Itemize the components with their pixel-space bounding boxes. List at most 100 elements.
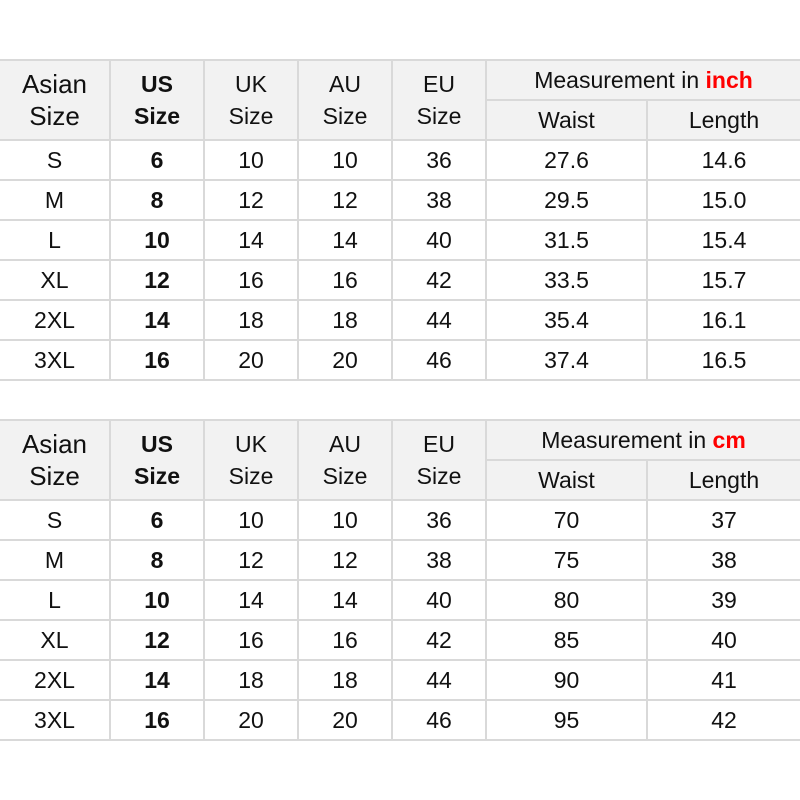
cell-length: 15.0 — [646, 179, 800, 221]
measurement-label: Measurement in — [534, 67, 700, 93]
cell-waist: 27.6 — [485, 139, 648, 181]
cell-length: 15.4 — [646, 219, 800, 261]
cell-uk-size: 16 — [203, 619, 299, 661]
cell-us-size: 14 — [109, 299, 205, 341]
header-line: EU — [423, 71, 455, 97]
header-us-size: US Size — [109, 59, 205, 141]
table-row: 3XL 16 20 20 46 37.4 16.5 — [0, 339, 800, 381]
table-row: S 6 10 10 36 70 37 — [0, 499, 800, 541]
header-line: Size — [322, 103, 368, 129]
header-row: Asian Size US Size UK Size AU Size EU Size Measure… — [0, 59, 800, 141]
header-line: Size — [322, 463, 368, 489]
header-eu-size: EU Size — [391, 59, 487, 141]
cell-us-size: 10 — [109, 219, 205, 261]
cell-uk-size: 18 — [203, 299, 299, 341]
cell-us-size: 6 — [109, 499, 205, 541]
cell-waist: 85 — [485, 619, 648, 661]
cell-au-size: 16 — [297, 619, 393, 661]
cell-us-size: 8 — [109, 539, 205, 581]
cell-waist: 90 — [485, 659, 648, 701]
header-au-size: AU Size — [297, 59, 393, 141]
measurement-label: Measurement in — [541, 427, 707, 453]
cell-uk-size: 10 — [203, 499, 299, 541]
cell-asian-size: 2XL — [0, 299, 111, 341]
cell-length: 37 — [646, 499, 800, 541]
cell-length: 15.7 — [646, 259, 800, 301]
cell-us-size: 6 — [109, 139, 205, 181]
cell-asian-size: M — [0, 179, 111, 221]
cell-uk-size: 12 — [203, 179, 299, 221]
cell-au-size: 20 — [297, 339, 393, 381]
header-line: Size — [29, 461, 80, 491]
header-line: US — [141, 431, 173, 457]
cell-length: 39 — [646, 579, 800, 621]
cell-us-size: 8 — [109, 179, 205, 221]
cell-eu-size: 42 — [391, 259, 487, 301]
cell-waist: 75 — [485, 539, 648, 581]
header-waist: Waist — [486, 99, 648, 141]
cell-waist: 29.5 — [485, 179, 648, 221]
header-line: Size — [228, 463, 274, 489]
header-line: Asian — [21, 69, 88, 99]
table-row: XL 12 16 16 42 85 40 — [0, 619, 800, 661]
cell-eu-size: 42 — [391, 619, 487, 661]
cell-uk-size: 14 — [203, 219, 299, 261]
cell-asian-size: M — [0, 539, 111, 581]
table-row: 2XL 14 18 18 44 35.4 16.1 — [0, 299, 800, 341]
cell-au-size: 12 — [297, 179, 393, 221]
cell-waist: 70 — [485, 499, 648, 541]
cell-asian-size: L — [0, 219, 111, 261]
cell-length: 42 — [646, 699, 800, 741]
header-line: Size — [228, 103, 274, 129]
cell-uk-size: 16 — [203, 259, 299, 301]
header-eu-size: EU Size — [391, 419, 487, 501]
header-uk-size: UK Size — [203, 59, 299, 141]
cell-uk-size: 20 — [203, 339, 299, 381]
measurement-unit: cm — [712, 427, 746, 453]
table-row: L 10 14 14 40 80 39 — [0, 579, 800, 621]
cell-length: 16.5 — [646, 339, 800, 381]
cell-uk-size: 20 — [203, 699, 299, 741]
table-row: 3XL 16 20 20 46 95 42 — [0, 699, 800, 741]
size-chart-cm: Asian Size US Size UK Size AU Size EU Size Measure… — [0, 419, 800, 741]
header-length: Length — [646, 99, 800, 141]
table-row: S 6 10 10 36 27.6 14.6 — [0, 139, 800, 181]
cell-uk-size: 18 — [203, 659, 299, 701]
header-line: US — [141, 71, 173, 97]
table-row: L 10 14 14 40 31.5 15.4 — [0, 219, 800, 261]
cell-asian-size: L — [0, 579, 111, 621]
cell-waist: 33.5 — [485, 259, 648, 301]
cell-au-size: 12 — [297, 539, 393, 581]
cell-length: 38 — [646, 539, 800, 581]
cell-us-size: 16 — [109, 699, 205, 741]
size-chart-inch: Asian Size US Size UK Size AU Size EU Size Measure… — [0, 59, 800, 381]
header-measurement: Measurement in inch — [485, 59, 800, 101]
cell-uk-size: 14 — [203, 579, 299, 621]
cell-us-size: 12 — [109, 619, 205, 661]
table-row: XL 12 16 16 42 33.5 15.7 — [0, 259, 800, 301]
header-subrow: Waist Length — [0, 459, 800, 501]
header-line: Size — [29, 101, 80, 131]
cell-us-size: 16 — [109, 339, 205, 381]
cell-us-size: 12 — [109, 259, 205, 301]
cell-au-size: 16 — [297, 259, 393, 301]
header-subrow: Waist Length — [0, 99, 800, 141]
header-measurement: Measurement in cm — [485, 419, 800, 461]
cell-asian-size: S — [0, 139, 111, 181]
cell-uk-size: 12 — [203, 539, 299, 581]
cell-asian-size: XL — [0, 619, 111, 661]
header-line: UK — [235, 71, 267, 97]
header-asian-size: Asian Size — [0, 419, 111, 501]
cell-asian-size: 3XL — [0, 339, 111, 381]
cell-length: 41 — [646, 659, 800, 701]
table-row: M 8 12 12 38 29.5 15.0 — [0, 179, 800, 221]
header-line: AU — [329, 71, 361, 97]
measurement-unit: inch — [705, 67, 753, 93]
cell-uk-size: 10 — [203, 139, 299, 181]
cell-us-size: 10 — [109, 579, 205, 621]
cell-eu-size: 44 — [391, 659, 487, 701]
header-line: Asian — [21, 429, 88, 459]
cell-waist: 37.4 — [485, 339, 648, 381]
cell-au-size: 14 — [297, 219, 393, 261]
cell-waist: 35.4 — [485, 299, 648, 341]
